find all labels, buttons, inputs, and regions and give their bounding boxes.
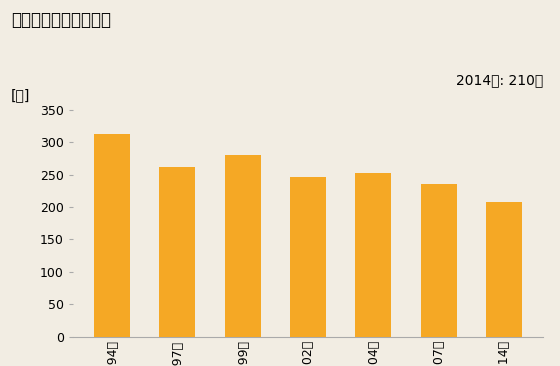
Bar xyxy=(421,184,456,337)
Text: 商業の従業者数の推移: 商業の従業者数の推移 xyxy=(11,11,111,29)
Bar xyxy=(486,202,522,337)
Bar xyxy=(160,167,195,337)
Text: [人]: [人] xyxy=(11,88,31,102)
Bar xyxy=(356,173,391,337)
Text: 2014年: 210人: 2014年: 210人 xyxy=(456,73,543,87)
Bar xyxy=(290,177,326,337)
Bar xyxy=(94,134,130,337)
Bar xyxy=(225,154,260,337)
